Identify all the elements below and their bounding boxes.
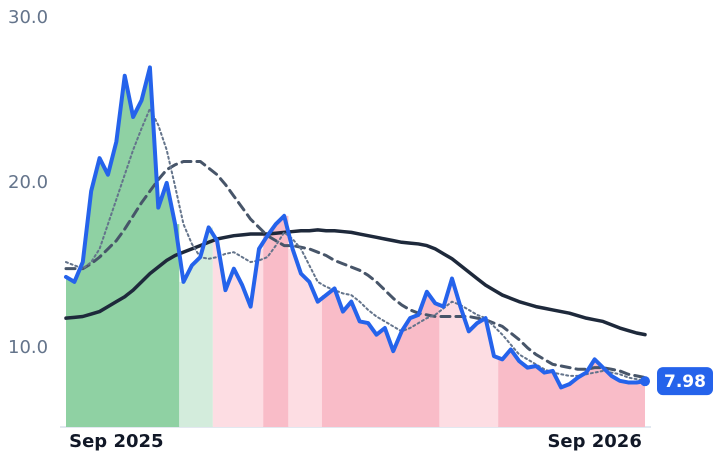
value-label: 7.98 — [664, 372, 706, 392]
series-line — [64, 159, 647, 380]
regime-area — [179, 227, 213, 427]
x-tick-label: Sep 2025 — [69, 431, 163, 452]
series-line — [64, 65, 647, 390]
y-tick-label: 30.0 — [8, 7, 48, 28]
regime-area — [66, 67, 180, 427]
value-badge — [657, 367, 713, 396]
regime-area — [321, 288, 440, 427]
x-tick-label: Sep 2026 — [547, 431, 641, 452]
regime-area — [212, 240, 264, 427]
y-tick-label: 10.0 — [8, 337, 48, 358]
regime-area — [439, 278, 499, 427]
regime-area — [498, 349, 645, 427]
y-tick-label: 20.0 — [8, 172, 48, 193]
regime-area — [263, 215, 289, 427]
last-point — [640, 376, 650, 387]
series-line — [64, 228, 647, 337]
